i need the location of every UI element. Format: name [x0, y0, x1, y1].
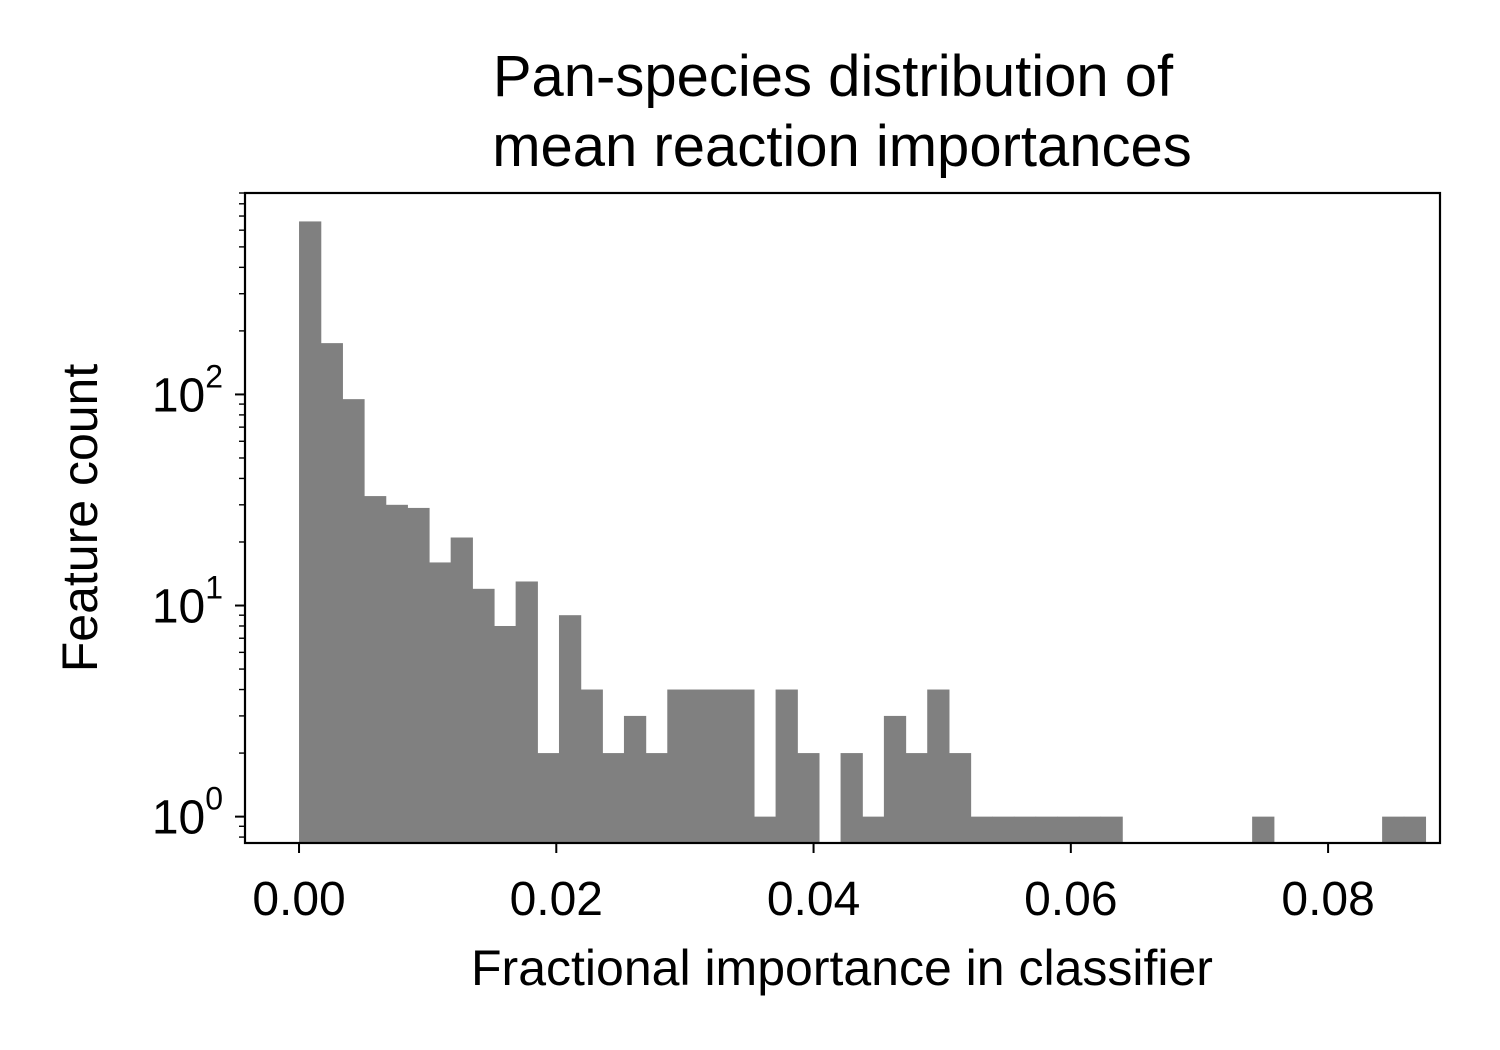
histogram-bar: [970, 816, 993, 843]
chart-title-line-1: Pan-species distribution of: [493, 44, 1174, 109]
y-tick-exponent: 1: [205, 570, 223, 606]
histogram-bar: [645, 753, 668, 843]
plot-frame: [243, 191, 1442, 845]
histogram-bar: [623, 715, 647, 843]
histogram-bar: [1100, 816, 1123, 843]
histogram-bar: [992, 816, 1015, 843]
histogram-bar: [1403, 816, 1427, 843]
histogram-bar: [732, 689, 755, 843]
histogram-bar: [602, 753, 625, 843]
y-tick-exponent: 2: [205, 358, 223, 394]
histogram-bar: [558, 615, 582, 843]
histogram-bar: [450, 537, 473, 843]
histogram-bar: [883, 715, 907, 843]
histogram-bar: [1013, 816, 1037, 843]
histogram-bar: [840, 753, 863, 843]
histogram-bar: [797, 753, 820, 843]
histogram-bar: [688, 689, 712, 843]
y-tick-label: 102: [152, 358, 223, 422]
histogram-bar: [385, 504, 408, 843]
histogram-bar: [753, 816, 777, 843]
y-axis-label: Feature count: [52, 364, 108, 673]
y-tick-exponent: 0: [205, 781, 223, 817]
histogram-bar: [580, 689, 603, 843]
histogram-bar: [342, 399, 365, 843]
y-tick-label: 101: [152, 570, 223, 634]
histogram-bar: [927, 689, 950, 843]
histogram-bar: [493, 625, 517, 843]
histogram-bar: [1382, 816, 1405, 843]
y-tick-base: 10: [152, 581, 205, 634]
histogram-bars: [299, 221, 1427, 843]
histogram-bar: [364, 496, 387, 843]
histogram-bar: [710, 689, 733, 843]
histogram-bar: [407, 507, 430, 843]
x-tick-label: 0.04: [767, 873, 860, 926]
y-tick-label: 100: [152, 781, 223, 845]
y-tick-base: 10: [152, 369, 205, 422]
x-axis-label: Fractional importance in classifier: [471, 940, 1213, 996]
x-tick-label: 0.00: [252, 873, 345, 926]
y-tick-base: 10: [152, 792, 205, 845]
x-axis-ticks: 0.00 0.02 0.04 0.06 0.08: [252, 843, 1375, 926]
histogram-bar: [515, 581, 538, 843]
histogram-bar: [667, 689, 690, 843]
histogram-bar: [1057, 816, 1080, 843]
histogram-bar: [1035, 816, 1058, 843]
chart-title-line-2: mean reaction importances: [492, 114, 1192, 179]
histogram-bar: [905, 753, 928, 843]
histogram-bar: [299, 221, 322, 843]
histogram-bar: [1078, 816, 1102, 843]
histogram-bar: [429, 562, 452, 843]
histogram-bar: [537, 753, 560, 843]
histogram-bar: [775, 689, 798, 843]
x-tick-label: 0.06: [1024, 873, 1117, 926]
x-tick-label: 0.02: [510, 873, 603, 926]
x-tick-label: 0.08: [1281, 873, 1374, 926]
histogram-bar: [320, 343, 343, 843]
histogram-bar: [472, 588, 495, 843]
histogram-bar: [1252, 816, 1275, 843]
histogram-bar: [948, 753, 972, 843]
histogram-bar: [862, 816, 885, 843]
